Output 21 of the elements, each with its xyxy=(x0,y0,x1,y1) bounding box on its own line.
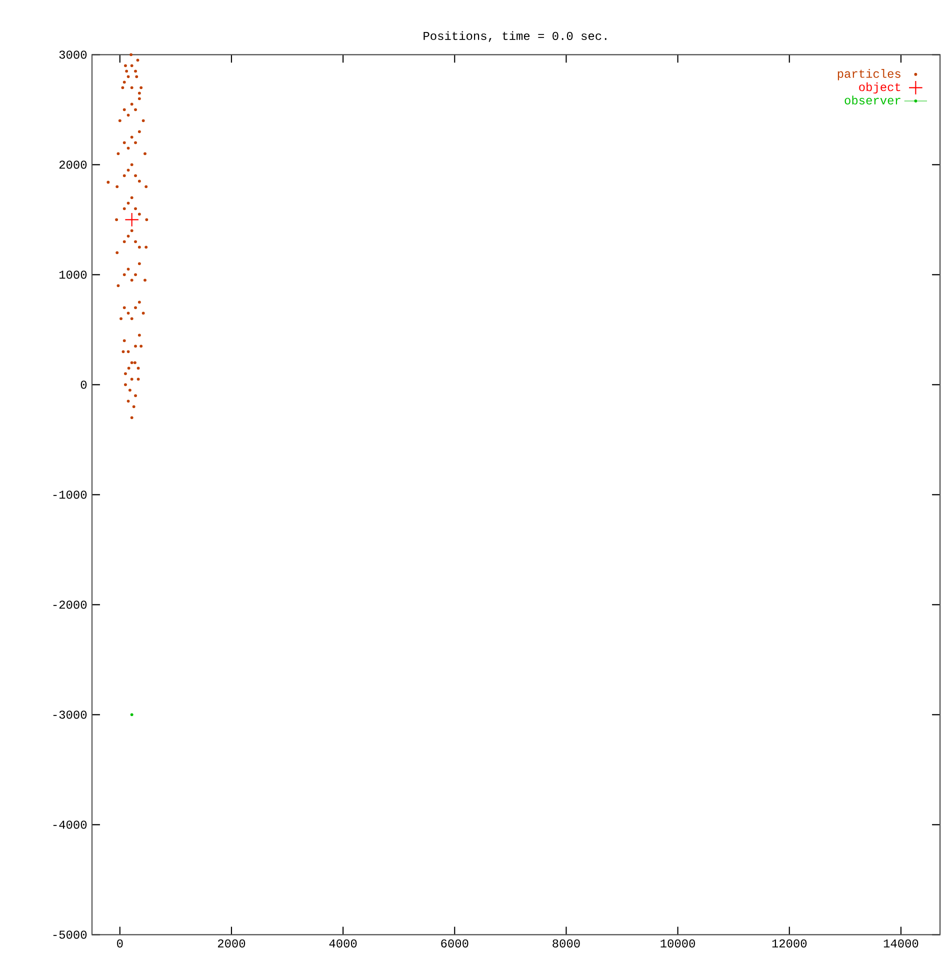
x-tick-label: 6000 xyxy=(441,939,468,948)
x-tick-label: 4000 xyxy=(329,939,357,948)
y-tick-label: 2000 xyxy=(59,160,86,169)
y-tick-label: -2000 xyxy=(53,600,86,609)
x-tick-label: 10000 xyxy=(660,939,695,948)
y-tick-label: -1000 xyxy=(53,490,86,499)
legend-label: object xyxy=(858,82,900,94)
chart-title: Positions, time = 0.0 sec. xyxy=(424,31,606,42)
y-tick-label: 3000 xyxy=(59,50,86,59)
x-tick-label: 0 xyxy=(116,939,123,948)
legend-label: particles xyxy=(838,69,900,80)
legend-label: observer xyxy=(844,96,900,104)
y-tick-label: -4000 xyxy=(53,820,86,829)
y-tick-label: 1000 xyxy=(59,270,86,279)
x-tick-label: 14000 xyxy=(884,939,918,948)
x-tick-label: 2000 xyxy=(218,939,245,948)
y-tick-label: 0 xyxy=(80,380,86,389)
y-tick-label: -5000 xyxy=(53,930,86,939)
y-tick-label: -3000 xyxy=(53,710,86,719)
x-tick-label: 8000 xyxy=(552,939,580,948)
x-tick-label: 12000 xyxy=(772,939,806,948)
